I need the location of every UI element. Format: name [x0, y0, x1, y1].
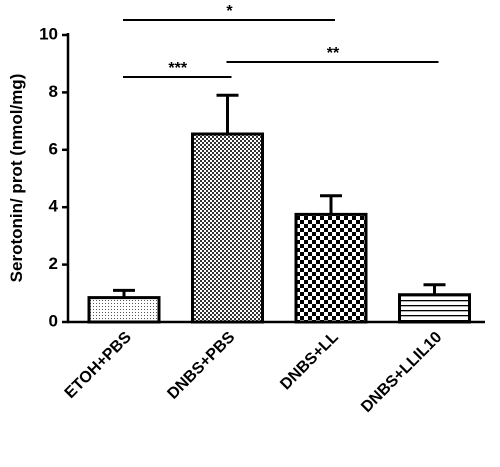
bar — [87, 296, 161, 324]
y-tick-label: 10 — [39, 24, 58, 43]
bar — [294, 212, 368, 324]
bar — [398, 293, 471, 324]
x-tick-label: DNBS+PBS — [164, 329, 238, 403]
y-tick-label: 8 — [49, 82, 58, 101]
x-tick-label: DNBS+LL — [277, 329, 342, 394]
x-tick-label: ETOH+PBS — [62, 329, 135, 402]
y-tick-label: 4 — [49, 197, 59, 216]
significance-label: * — [226, 3, 233, 20]
y-axis-label: Serotonin/ prot (nmol/mg) — [7, 74, 26, 283]
significance-label: ** — [327, 45, 340, 62]
bar — [191, 132, 264, 324]
y-tick-label: 0 — [49, 311, 58, 330]
x-tick-label: DNBS+LLIL10 — [358, 329, 445, 416]
significance-label: *** — [168, 60, 187, 77]
y-tick-label: 2 — [49, 254, 58, 273]
y-tick-label: 6 — [49, 139, 58, 158]
